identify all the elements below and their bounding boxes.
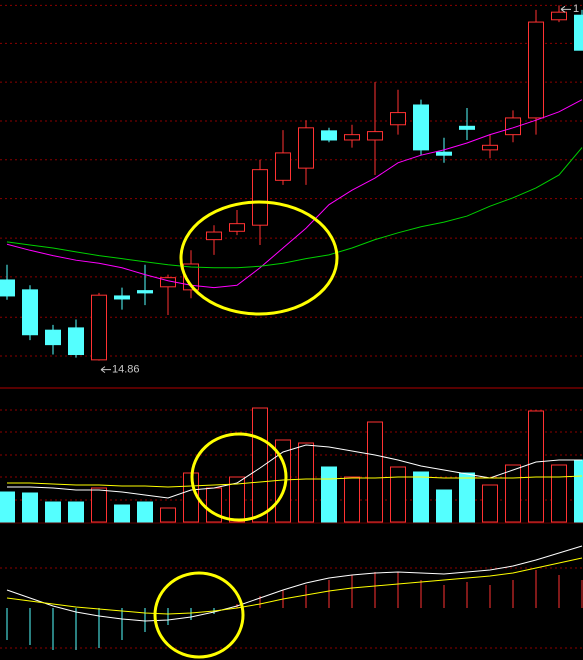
candle-body bbox=[459, 125, 475, 130]
volume-bar bbox=[390, 466, 406, 523]
volume-bar bbox=[137, 501, 153, 523]
candle-body bbox=[229, 223, 245, 232]
volume-bar bbox=[528, 410, 544, 523]
highlight-circle bbox=[179, 200, 339, 316]
candle-body bbox=[91, 294, 107, 361]
indicator-line bbox=[7, 444, 582, 499]
candle-body bbox=[45, 329, 61, 346]
volume-bar bbox=[91, 487, 107, 523]
candle-body bbox=[0, 279, 15, 297]
candle-body bbox=[528, 21, 544, 119]
candle-body bbox=[390, 112, 406, 126]
candle-body bbox=[206, 231, 222, 241]
candle-body bbox=[321, 130, 337, 141]
volume-bar bbox=[298, 442, 314, 523]
volume-bar bbox=[413, 471, 429, 523]
candle-body bbox=[275, 152, 291, 181]
grid bbox=[0, 4, 583, 649]
indicator-line bbox=[7, 475, 583, 488]
volume-bar bbox=[114, 504, 130, 523]
volume-bar bbox=[482, 484, 498, 523]
indicator-line bbox=[6, 99, 583, 289]
candle-body bbox=[298, 127, 314, 169]
candle-body bbox=[183, 263, 199, 291]
volume-bar bbox=[22, 492, 38, 523]
candle-body bbox=[436, 151, 452, 156]
candle-body bbox=[367, 131, 383, 141]
indicator-line bbox=[6, 557, 583, 615]
volume-bar bbox=[344, 476, 360, 523]
volume-bar bbox=[459, 472, 475, 523]
candle-body bbox=[551, 11, 567, 21]
volume-bar bbox=[252, 407, 268, 523]
highlight-circle bbox=[190, 432, 288, 522]
volume-bar bbox=[367, 421, 383, 523]
candle-body bbox=[413, 104, 429, 151]
volume-bar bbox=[436, 489, 452, 523]
candle-body bbox=[114, 295, 130, 300]
label-arrow bbox=[100, 366, 111, 374]
highlight-circle bbox=[153, 571, 245, 659]
volume-bar bbox=[551, 464, 567, 523]
candle-body bbox=[22, 289, 38, 336]
candle-body bbox=[344, 134, 360, 141]
volume-bar bbox=[229, 476, 245, 523]
candle-body bbox=[574, 14, 583, 51]
candle-body bbox=[482, 144, 498, 151]
volume-bar bbox=[45, 501, 61, 523]
indicator-line bbox=[6, 545, 583, 622]
labels: 14.86 1 bbox=[100, 3, 579, 376]
candle-body bbox=[68, 327, 84, 356]
highlight-circles bbox=[153, 200, 339, 659]
candle-body bbox=[505, 117, 521, 136]
candle-body bbox=[252, 169, 268, 226]
label-arrow bbox=[560, 5, 571, 13]
volume-bar bbox=[505, 464, 521, 523]
volume-bar bbox=[0, 491, 15, 523]
indicator-line bbox=[6, 147, 583, 269]
candle-body bbox=[137, 290, 153, 294]
high-price-label: 1 bbox=[573, 3, 579, 15]
volume-bar bbox=[160, 507, 176, 523]
volume-bar bbox=[321, 466, 337, 523]
volume-bar bbox=[68, 501, 84, 523]
low-price-label: 14.86 bbox=[112, 364, 140, 376]
volume-bar bbox=[574, 459, 583, 523]
